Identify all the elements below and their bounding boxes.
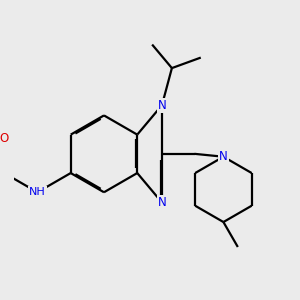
Text: O: O [0,132,9,145]
Text: N: N [158,196,166,209]
Text: N: N [158,99,166,112]
Text: N: N [219,150,228,163]
Text: NH: NH [29,187,46,197]
